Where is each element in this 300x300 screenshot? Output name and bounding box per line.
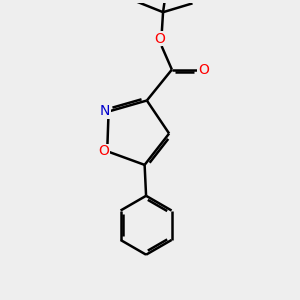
Text: O: O bbox=[198, 63, 209, 76]
Text: N: N bbox=[100, 104, 110, 118]
Text: O: O bbox=[98, 144, 109, 158]
Text: O: O bbox=[155, 32, 166, 46]
